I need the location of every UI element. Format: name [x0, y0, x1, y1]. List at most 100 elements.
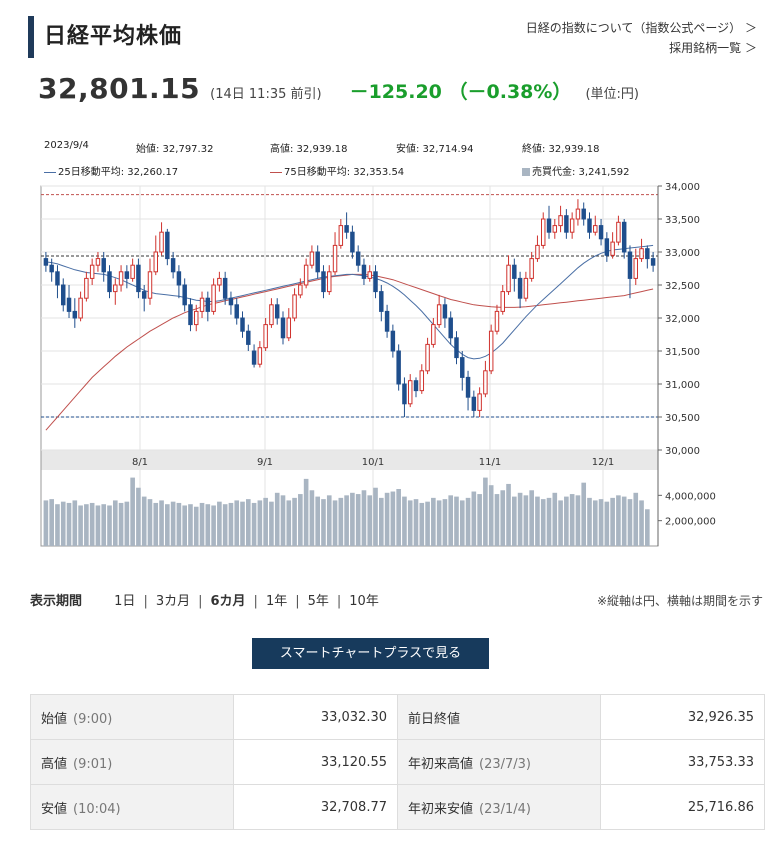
volume-bar — [436, 500, 442, 546]
volume-bar — [512, 496, 517, 546]
candle-body — [350, 231, 355, 253]
volume-bar — [43, 500, 49, 546]
volume-bar — [459, 500, 465, 546]
volume-bar — [465, 497, 471, 546]
volume-bar — [350, 492, 355, 546]
volume-bar — [72, 500, 78, 546]
candle-body — [494, 310, 500, 332]
stat-value: 33,753.33 — [600, 739, 765, 785]
volume-bar — [269, 501, 274, 546]
candle-body — [61, 284, 66, 306]
current-price: 32,801.15 — [38, 72, 201, 105]
price-change: －125.20 （－0.38%） — [349, 81, 572, 103]
candle-body — [49, 264, 54, 273]
ma25-legend-line — [44, 171, 56, 173]
volume-bar — [396, 489, 401, 546]
candle-body — [569, 218, 575, 233]
volume-bar — [124, 501, 130, 546]
candle-body — [124, 271, 130, 279]
volume-bar — [529, 490, 534, 546]
candle-body — [367, 271, 372, 279]
volume-bar — [338, 497, 344, 546]
volume-bar — [471, 491, 477, 546]
stat-value: 25,716.86 — [600, 784, 765, 830]
constituents-link[interactable]: 採用銘柄一覧 ＞ — [669, 41, 757, 55]
candle-body — [147, 271, 153, 299]
stat-value: 33,032.30 — [233, 694, 398, 740]
period-separator: | — [253, 594, 258, 609]
x-tick-label: 9/1 — [257, 457, 273, 468]
candle-body — [309, 251, 315, 266]
about-index-link[interactable]: 日経の指数について（指数公式ページ） ＞ — [525, 21, 757, 35]
candle-body — [535, 244, 540, 260]
period-option[interactable]: 5年 — [307, 594, 329, 609]
candle-body — [66, 297, 72, 312]
candle-body — [222, 277, 228, 299]
candle-body — [141, 291, 147, 299]
candle-body — [512, 264, 517, 279]
volume-bar — [564, 496, 569, 546]
candle-body — [402, 383, 407, 405]
candle-body — [460, 357, 465, 378]
volume-bar — [188, 504, 193, 546]
volume-bar — [587, 497, 592, 546]
period-separator: | — [295, 594, 300, 609]
volume-bar — [66, 502, 72, 546]
period-separator: | — [336, 594, 342, 609]
page-title: 日経平均株価 — [44, 24, 183, 49]
y-tick-label: 32,500 — [665, 281, 700, 292]
top-links: 日経の指数について（指数公式ページ） ＞ 採用銘柄一覧 ＞ — [526, 18, 757, 58]
y-tick-label: 30,500 — [665, 413, 700, 424]
volume-bar — [477, 494, 482, 546]
y-tick-label: 32,000 — [665, 314, 700, 325]
candle-body — [130, 264, 135, 279]
candle-body — [431, 324, 436, 345]
period-label: 表示期間 — [30, 594, 83, 609]
candle-body — [228, 297, 234, 306]
candle-body — [529, 258, 534, 279]
candle-body — [587, 218, 592, 233]
volume-bar — [309, 490, 315, 546]
volume-bar — [234, 500, 240, 546]
stats-table: 始値 (9:00) 33,032.30 前日終値 32,926.35 高値 (9:01) 33… — [30, 694, 765, 830]
candle-body — [471, 396, 477, 411]
volume-bar — [199, 502, 205, 546]
candle-body — [604, 238, 610, 256]
volume-bar — [274, 492, 280, 546]
candle-body — [633, 258, 638, 279]
candle-body — [477, 393, 482, 411]
period-option[interactable]: 1年 — [265, 594, 288, 609]
period-option[interactable]: 6カ月 — [210, 594, 246, 609]
volume-bar — [633, 492, 639, 546]
smart-chart-button[interactable]: スマートチャートプラスで見る — [252, 638, 489, 669]
candle-body — [379, 291, 384, 312]
volume-bar — [55, 504, 60, 546]
period-option[interactable]: 10年 — [349, 594, 379, 609]
stat-value: 32,926.35 — [600, 694, 765, 740]
volume-bar — [136, 487, 141, 546]
candle-body — [517, 277, 523, 299]
stat-label: 年初来高値 (23/7/3) — [397, 739, 601, 785]
volume-bar — [170, 501, 176, 546]
volume-bar — [118, 502, 124, 546]
candle-body — [118, 271, 124, 286]
period-selector: 表示期間 1日 | 3カ月 | 6カ月 | 1年 | 5年 | 10年 — [30, 590, 385, 609]
candle-body — [506, 264, 511, 293]
period-option[interactable]: 1日 — [114, 594, 136, 609]
volume-bar — [257, 500, 263, 546]
candle-body — [425, 343, 430, 372]
candle-body — [205, 297, 211, 312]
stats-row: 始値 (9:00) 33,032.30 前日終値 32,926.35 — [30, 694, 765, 740]
volume-bar — [205, 504, 211, 546]
volume-bar — [292, 497, 297, 546]
volume-bar — [240, 501, 245, 546]
info-ma25-text: 25日移動平均: 32,260.17 — [58, 167, 179, 178]
period-option[interactable]: 3カ月 — [155, 594, 191, 609]
candle-body — [593, 225, 598, 233]
x-tick-label: 12/1 — [592, 457, 614, 468]
stat-label: 年初来安値 (23/1/4) — [397, 784, 601, 830]
candlestick-chart[interactable]: 2023/9/4 始値: 32,797.32 高値: 32,939.18 安値:… — [28, 128, 766, 568]
candle-body — [488, 330, 494, 372]
stats-row: 安値 (10:04) 32,708.77 年初来安値 (23/1/4) 25,716.86 — [30, 784, 765, 830]
info-high: 高値: 32,939.18 — [270, 144, 348, 155]
